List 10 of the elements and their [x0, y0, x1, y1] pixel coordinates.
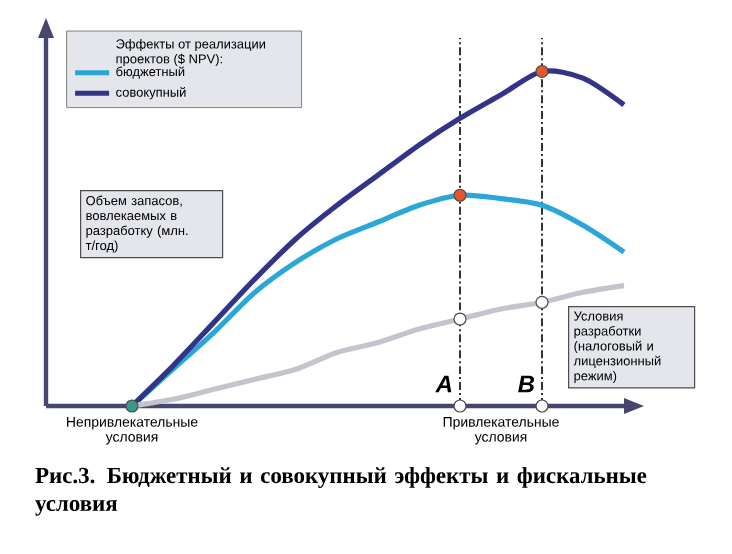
point	[535, 64, 549, 79]
text: Рис.3. Бюджетный и совокупный эффекты и фискальные условия	[35, 467, 647, 516]
point	[453, 399, 467, 413]
annotation: A	[435, 375, 452, 393]
annotation: B	[518, 375, 535, 393]
point	[453, 188, 467, 202]
point	[453, 312, 467, 326]
point	[535, 295, 549, 309]
point	[125, 399, 139, 413]
point	[535, 399, 549, 413]
